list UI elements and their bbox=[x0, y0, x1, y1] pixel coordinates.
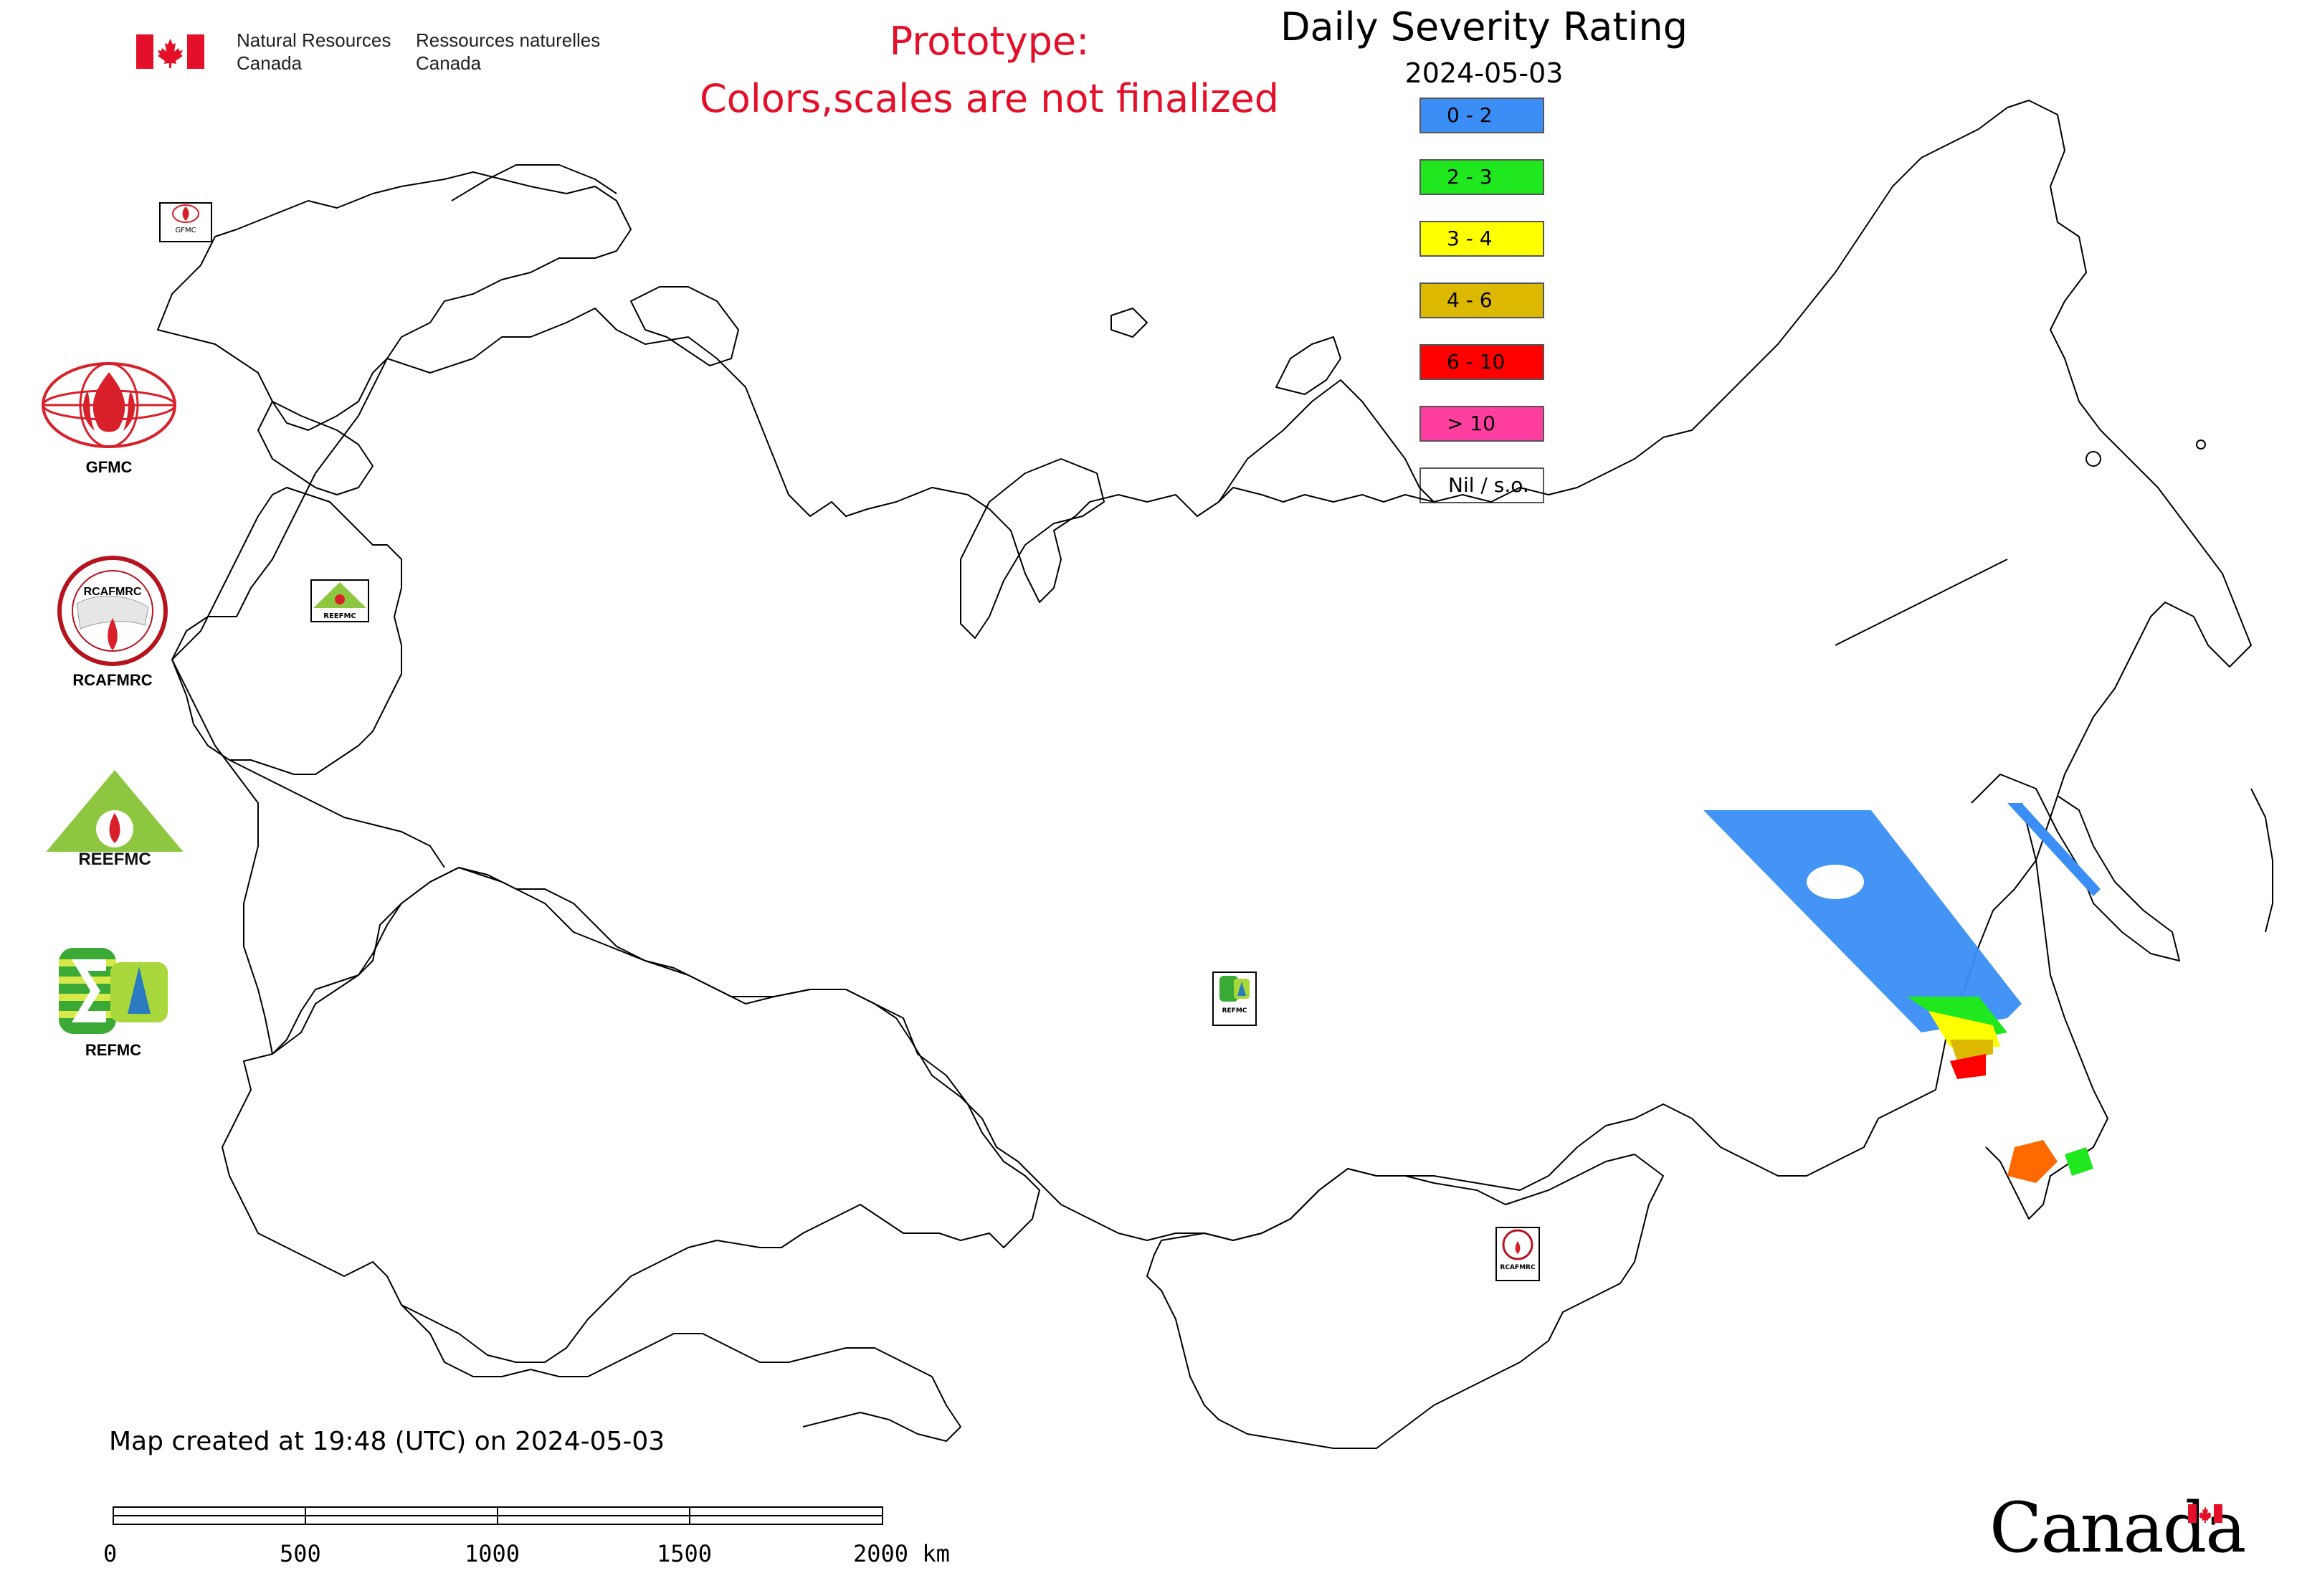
gfmc-marker-icon bbox=[172, 204, 199, 223]
agency-name-en: Natural Resources Canada bbox=[237, 29, 391, 75]
reefmc-triangle-icon: REEFMC bbox=[40, 770, 189, 869]
legend-item-2-3: 2 - 3 bbox=[1419, 159, 1544, 195]
taymyr-outline bbox=[1218, 379, 1435, 503]
refmc-sigma-icon bbox=[59, 948, 168, 1034]
nrcan-signature: Natural Resources Canada Ressources natu… bbox=[136, 26, 609, 76]
reefmc-logo: REEFMC bbox=[36, 767, 194, 870]
scale-tick-2000: 2000 km bbox=[853, 1540, 950, 1567]
legend-item-nil: Nil / s.o. bbox=[1419, 467, 1544, 503]
sakhalin-outline bbox=[1985, 802, 2108, 1220]
canada-wordmark: Canada bbox=[1989, 1488, 2246, 1568]
scandinavia-outline bbox=[157, 171, 632, 431]
agency-en-line2: Canada bbox=[237, 52, 303, 74]
scale-tick-0: 0 bbox=[103, 1540, 118, 1567]
rcafmrc-label: RCAFMRC bbox=[72, 671, 153, 689]
reefmc-mark-text: REEFMC bbox=[78, 850, 151, 868]
severity-gap bbox=[1807, 865, 1864, 899]
refmc-site-marker: REFMC bbox=[1212, 972, 1257, 1026]
kola-outline bbox=[451, 164, 617, 201]
canada-wordmark-flag-icon bbox=[2188, 1504, 2222, 1523]
arctic-islands-outline bbox=[1275, 336, 1341, 395]
white-sea-outline bbox=[630, 286, 739, 366]
island-outline bbox=[2085, 451, 2101, 467]
scale-tick-1500: 1500 bbox=[657, 1540, 713, 1567]
rcafmrc-site-marker: RCAFMRC bbox=[1495, 1227, 1540, 1281]
novaya-zemlya-outline bbox=[960, 458, 1105, 639]
severity-band-hokkaido-2 bbox=[2065, 1147, 2093, 1176]
refmc-marker-label: REFMC bbox=[1222, 1007, 1247, 1015]
severity-band-hokkaido bbox=[2007, 1140, 2058, 1183]
reefmc-site-marker: REEFMC bbox=[310, 579, 369, 622]
rcafmrc-marker-label: RCAFMRC bbox=[1500, 1264, 1536, 1271]
scale-tick-1000: 1000 bbox=[465, 1540, 520, 1567]
severity-band-3-4 bbox=[1928, 1011, 2000, 1047]
severity-band-sakhalin bbox=[2007, 803, 2101, 896]
severity-fill bbox=[1703, 803, 2101, 1183]
agency-fr-line2: Canada bbox=[416, 52, 482, 74]
scale-bar bbox=[113, 1506, 883, 1525]
rcafmrc-seal-text: RCAFMRC bbox=[84, 586, 142, 598]
legend-item-gt-10: > 10 bbox=[1419, 406, 1544, 442]
gfmc-logo: GFMC bbox=[37, 362, 181, 477]
map-created-note: Map created at 19:48 (UTC) on 2024-05-03 bbox=[109, 1427, 665, 1456]
legend-item-0-2: 0 - 2 bbox=[1419, 98, 1544, 133]
agency-en-line1: Natural Resources bbox=[237, 29, 391, 51]
refmc-logo: REFMC bbox=[56, 945, 171, 1060]
canada-wordmark-text: Canada bbox=[1989, 1488, 2246, 1568]
gfmc-site-marker: GFMC bbox=[159, 202, 212, 242]
rcafmrc-seal-icon: RCAFMRC bbox=[57, 556, 168, 666]
map-title: Daily Severity Rating bbox=[1280, 4, 1688, 49]
severity-band-0-2 bbox=[1703, 810, 2022, 1032]
kazakhstan-outline bbox=[222, 867, 1040, 1363]
reefmc-marker-icon bbox=[313, 582, 366, 608]
legend-item-4-6: 4 - 6 bbox=[1419, 282, 1544, 318]
russia-outline bbox=[171, 100, 2252, 1241]
gfmc-marker-label: GFMC bbox=[175, 227, 196, 234]
mongolia-outline bbox=[1146, 1154, 1664, 1449]
arctic-islands-outline-2 bbox=[1110, 308, 1148, 338]
central-asia-outline bbox=[401, 1304, 961, 1442]
legend-item-6-10: 6 - 10 bbox=[1419, 344, 1544, 380]
island-outline-2 bbox=[2196, 440, 2206, 450]
black-sea-outline bbox=[229, 759, 445, 868]
legend-item-3-4: 3 - 4 bbox=[1419, 221, 1544, 257]
prototype-notice: Prototype: Colors,scales are not finaliz… bbox=[667, 13, 1312, 128]
map-outlines bbox=[157, 100, 2273, 1449]
kuril-islands-outline bbox=[2250, 788, 2273, 933]
agency-name-fr: Ressources naturelles Canada bbox=[416, 29, 600, 75]
rcafmrc-logo: RCAFMRC RCAFMRC bbox=[52, 554, 173, 690]
scale-tick-500: 500 bbox=[280, 1540, 321, 1567]
agency-fr-line1: Ressources naturelles bbox=[416, 29, 601, 51]
rcafmrc-marker-icon bbox=[1502, 1229, 1533, 1260]
prototype-line1: Prototype: bbox=[889, 19, 1090, 64]
canada-flag-icon bbox=[136, 34, 204, 69]
eastern-europe-outline bbox=[171, 487, 402, 775]
prototype-line2: Colors,scales are not finalized bbox=[700, 76, 1279, 121]
okhotsk-coast-outline bbox=[1835, 559, 2008, 646]
baltic-outline bbox=[257, 401, 374, 495]
gfmc-label: GFMC bbox=[85, 458, 133, 476]
map-date: 2024-05-03 bbox=[1404, 57, 1564, 89]
refmc-marker-icon bbox=[1219, 976, 1250, 1002]
kamchatka-outline bbox=[1971, 774, 2180, 961]
reefmc-marker-label: REEFMC bbox=[323, 612, 356, 620]
refmc-label: REFMC bbox=[85, 1041, 142, 1059]
severity-band-6-10 bbox=[1950, 1054, 1986, 1079]
gfmc-globe-flame-icon bbox=[42, 362, 176, 448]
